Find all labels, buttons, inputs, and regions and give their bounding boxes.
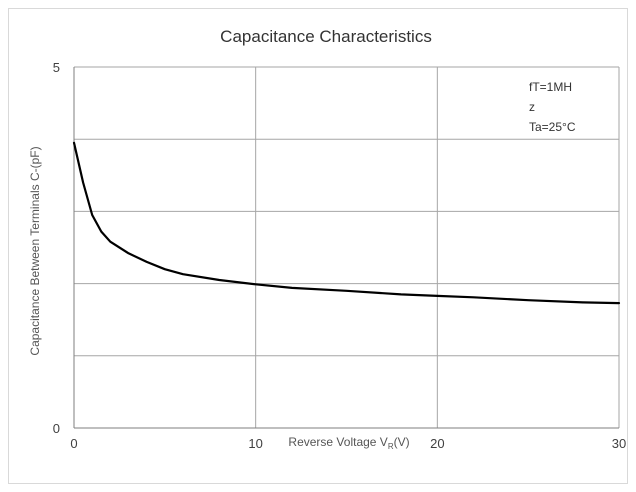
y-axis-label: Capacitance Between Terminals C-(pF) bbox=[28, 146, 42, 355]
x-tick-label-20: 20 bbox=[430, 436, 444, 451]
y-tick-label-5: 5 bbox=[53, 60, 60, 75]
axis-layer bbox=[73, 67, 619, 429]
y-tick-label-0: 0 bbox=[53, 421, 60, 436]
x-axis-label-main: Reverse Voltage V bbox=[288, 435, 387, 449]
chart-frame: Capacitance Characteristics 0 10 20 30 0 5 fT… bbox=[8, 8, 628, 484]
tick-layer: 0 10 20 30 0 5 bbox=[53, 60, 626, 451]
condition-note-line-1: z bbox=[529, 100, 535, 114]
condition-note-line-0: fT=1MH bbox=[529, 80, 572, 94]
chart-title: Capacitance Characteristics bbox=[220, 27, 432, 46]
grid-layer bbox=[74, 66, 620, 428]
series-line-capacitance bbox=[72, 141, 621, 305]
condition-note: fT=1MH z Ta=25°C bbox=[529, 80, 576, 134]
x-tick-label-30: 30 bbox=[612, 436, 626, 451]
capacitance-chart: Capacitance Characteristics 0 10 20 30 0 5 fT… bbox=[28, 27, 626, 451]
x-axis-label: Reverse Voltage VR(V) bbox=[288, 435, 409, 451]
x-axis-label-suffix: (V) bbox=[394, 435, 410, 449]
x-tick-label-0: 0 bbox=[70, 436, 77, 451]
x-tick-label-10: 10 bbox=[248, 436, 262, 451]
x-axis-label-subscript: R bbox=[388, 442, 394, 451]
condition-note-line-2: Ta=25°C bbox=[529, 120, 576, 134]
